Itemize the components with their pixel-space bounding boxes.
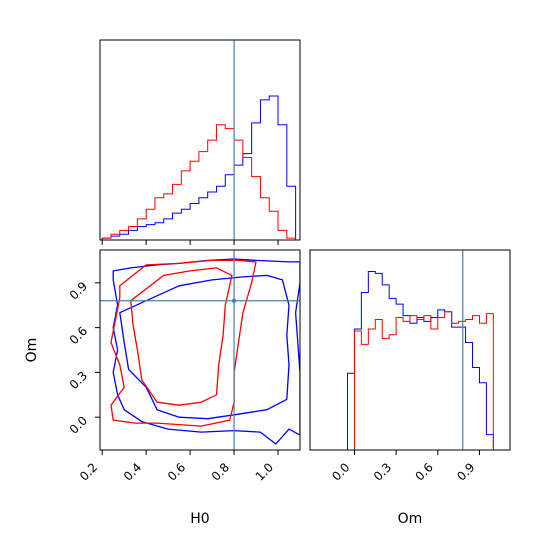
h0-histogram-frame — [99, 39, 301, 241]
h0-hist-red-step — [101, 124, 297, 240]
joint-y-tick-label: 0.3 — [67, 369, 90, 392]
joint-x-tick-label: 0.8 — [209, 460, 232, 483]
joint-truth-point — [231, 298, 237, 303]
h0-hist-blue-step — [101, 95, 297, 240]
joint-y-tick-label: 0.6 — [67, 324, 90, 347]
joint-x-tick-label: 0.6 — [165, 460, 188, 483]
om-histogram-frame — [309, 249, 511, 451]
om-hist-tick-label: 0.0 — [329, 460, 352, 483]
x-axis-label-om: Om — [398, 511, 423, 527]
om-hist-tick-label: 0.9 — [454, 460, 477, 483]
y-axis-label-om: Om — [24, 338, 40, 363]
om-hist-red-step — [347, 311, 494, 450]
joint-x-tick-label: 0.4 — [121, 460, 144, 483]
joint-y-tick-label: 0.0 — [67, 413, 90, 436]
joint-contour-panel: 0.2 0.4 0.6 0.8 1.0 0.0 0.3 0.6 0.9 — [67, 249, 301, 484]
contour-blue-outer — [112, 258, 300, 445]
joint-contour-frame — [99, 249, 301, 451]
om-hist-blue-step — [347, 270, 494, 450]
joint-x-tick-label: 1.0 — [253, 460, 276, 483]
joint-x-tick-label: 0.2 — [77, 460, 100, 483]
joint-y-tick-label: 0.9 — [67, 279, 90, 302]
x-axis-label-h0: H0 — [190, 511, 209, 527]
om-histogram-panel: 0.0 0.3 0.6 0.9 — [309, 249, 511, 484]
om-hist-tick-label: 0.6 — [412, 460, 435, 483]
contour-red-inner — [130, 267, 233, 406]
h0-histogram-panel — [99, 39, 301, 245]
om-hist-tick-label: 0.3 — [371, 460, 394, 483]
contour-blue-inner — [119, 274, 290, 420]
